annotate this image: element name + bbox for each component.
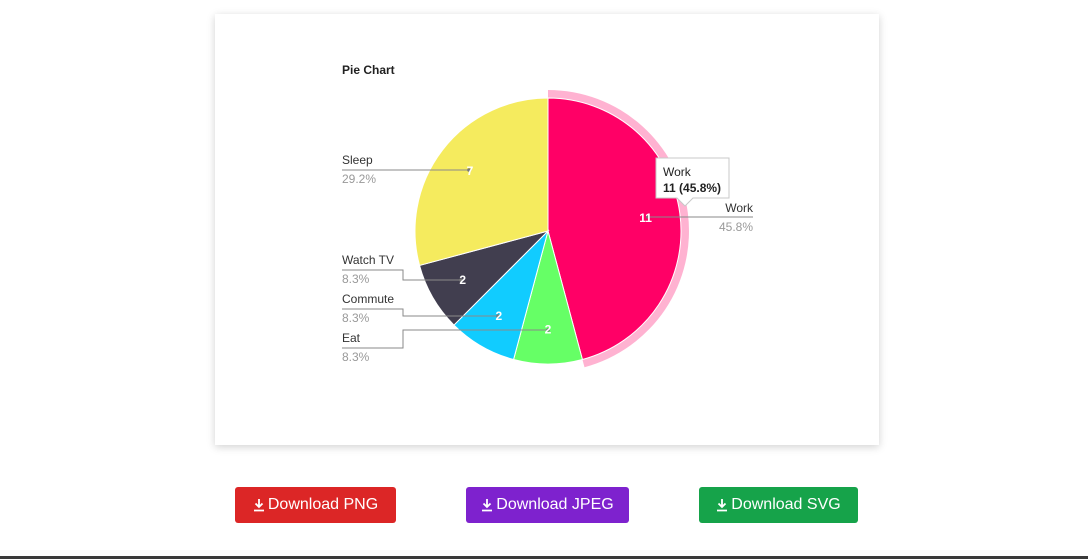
category-label-work: Work xyxy=(725,201,754,215)
leader-line-watch-tv xyxy=(342,269,461,281)
download-svg-label: Download SVG xyxy=(731,496,841,513)
value-label-work: 11 xyxy=(639,211,652,225)
download-jpeg-label: Download JPEG xyxy=(496,496,614,513)
download-png-label: Download PNG xyxy=(267,496,379,513)
slice-sleep[interactable] xyxy=(414,97,549,267)
percent-label-work: 45.8% xyxy=(719,220,753,234)
category-label-watch-tv: Watch TV xyxy=(342,253,394,267)
page-bottom-border xyxy=(0,556,1088,559)
tooltip-value: 11 (45.8%) xyxy=(663,181,721,195)
download-icon xyxy=(482,499,493,512)
value-label-watch-tv: 2 xyxy=(459,273,466,287)
chart-tooltip: Work 11 (45.8%) xyxy=(655,157,730,207)
category-label-eat: Eat xyxy=(342,331,361,345)
leader-line-eat xyxy=(342,329,548,349)
percent-label-watch-tv: 8.3% xyxy=(342,272,370,286)
leader-dot-sleep xyxy=(467,168,471,172)
download-svg-button[interactable]: Download SVG xyxy=(699,487,858,523)
leader-dot-eat xyxy=(546,328,550,332)
download-icon xyxy=(253,499,264,512)
leader-dot-commute xyxy=(496,314,500,318)
percent-label-eat: 8.3% xyxy=(342,350,370,364)
category-label-commute: Commute xyxy=(342,292,394,306)
percent-label-sleep: 29.2% xyxy=(342,172,376,186)
leader-dot-work xyxy=(646,215,650,219)
download-png-button[interactable]: Download PNG xyxy=(235,487,396,523)
slice-work[interactable] xyxy=(547,97,682,361)
tooltip-name: Work xyxy=(663,165,692,179)
chart-card: Pie Chart 11 2 2 2 7 Work 45.8% Eat 8.3% Commute… xyxy=(215,14,879,445)
leader-dot-watch-tv xyxy=(459,278,463,282)
chart-title: Pie Chart xyxy=(342,63,395,77)
value-label-commute: 2 xyxy=(495,309,502,323)
category-label-sleep: Sleep xyxy=(342,153,373,167)
download-jpeg-button[interactable]: Download JPEG xyxy=(466,487,629,523)
pie-chart: Pie Chart 11 2 2 2 7 Work 45.8% Eat 8.3% Commute… xyxy=(342,63,754,368)
value-label-eat: 2 xyxy=(545,322,552,336)
leader-line-commute xyxy=(342,308,498,317)
download-icon xyxy=(717,499,728,512)
value-label-sleep: 7 xyxy=(467,164,474,178)
percent-label-commute: 8.3% xyxy=(342,311,370,325)
